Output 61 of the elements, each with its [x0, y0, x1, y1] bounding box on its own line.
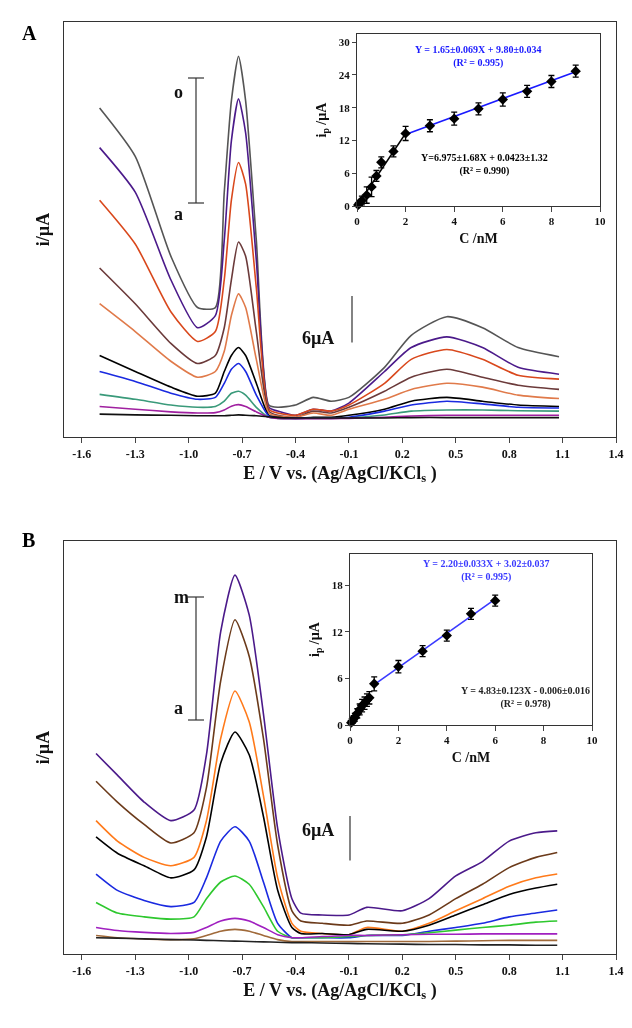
y-tick-label: 12 — [338, 134, 351, 147]
x-tick-label: -0.7 — [232, 963, 252, 978]
x-tick-label: 2 — [402, 215, 409, 228]
x-tick-label: 0.5 — [448, 963, 464, 978]
x-tick-label: 2 — [395, 734, 402, 747]
annotation: a — [174, 698, 183, 718]
x-tick-label: 10 — [594, 215, 606, 228]
x-axis-title: E / V vs. (Ag/AgCl/KCl$_{s}$ ) — [243, 462, 437, 486]
x-axis-title: C /nM — [459, 230, 498, 246]
x-tick-label: -0.4 — [285, 963, 305, 978]
x-tick-label: 1.1 — [555, 963, 571, 978]
x-axis-title: C /nM — [451, 749, 491, 765]
y-tick-label: 6 — [337, 672, 344, 685]
x-tick-label: -0.1 — [339, 446, 359, 461]
y-tick-label: 6 — [344, 167, 351, 180]
x-tick-label: -1.3 — [125, 446, 145, 461]
y-tick-label: 0 — [337, 718, 344, 731]
x-tick-label: 0.5 — [448, 446, 464, 461]
x-tick-label: 0 — [354, 215, 361, 228]
x-tick-label: 4 — [444, 734, 451, 747]
y-tick-label: 0 — [344, 199, 351, 212]
x-tick-label: -1.0 — [179, 446, 199, 461]
x-tick-label: 1.1 — [555, 446, 571, 461]
annotation: o — [174, 82, 183, 102]
y-tick-label: 18 — [338, 101, 351, 114]
y-tick-label: 30 — [338, 36, 351, 49]
y-tick-label: 12 — [331, 625, 344, 638]
x-tick-label: -0.7 — [232, 446, 252, 461]
x-tick-label: 4 — [451, 215, 458, 228]
x-tick-label: 0.8 — [501, 446, 517, 461]
y-tick-label: 24 — [338, 68, 351, 81]
x-tick-label: -1.0 — [179, 963, 199, 978]
x-tick-label: -1.3 — [125, 963, 145, 978]
annotation: 6µA — [302, 328, 335, 348]
x-tick-label: 8 — [540, 734, 547, 747]
x-tick-label: 1.4 — [608, 446, 624, 461]
x-tick-label: 0.2 — [394, 963, 410, 978]
y-axis-title: i/µA — [33, 730, 54, 765]
annotation: 6µA — [302, 820, 335, 840]
annotation: Y = 4.83±0.123X - 0.006±0.016 (R² = 0.978) — [461, 685, 591, 710]
x-tick-label: -0.1 — [339, 963, 359, 978]
x-tick-label: 0.2 — [394, 446, 410, 461]
annotation: a — [174, 204, 183, 224]
chart-title: B — [22, 529, 36, 551]
annotation: m — [174, 587, 189, 607]
y-axis-title: i/µA — [33, 212, 54, 247]
x-axis-title: E / V vs. (Ag/AgCl/KCl$_{s}$ ) — [243, 979, 437, 1003]
y-tick-label: 18 — [331, 578, 344, 591]
x-tick-label: -1.6 — [72, 963, 92, 978]
x-tick-label: 6 — [500, 215, 507, 228]
x-tick-label: 6 — [492, 734, 499, 747]
x-tick-label: 8 — [548, 215, 555, 228]
x-tick-label: 0.8 — [501, 963, 517, 978]
series-label: Y = 1.65±0.069X + 9.80±0.034 (R² = 0.995) — [415, 44, 542, 69]
text: Y=6.975±1.68X + 0.0423±1.32 (R² = 0.990) — [421, 152, 548, 177]
x-tick-label: 10 — [586, 734, 598, 747]
x-tick-label: -0.4 — [285, 446, 305, 461]
chart-title: A — [22, 22, 37, 44]
x-tick-label: -1.6 — [72, 446, 92, 461]
x-tick-label: 1.4 — [608, 963, 624, 978]
text: Y = 2.20±0.033X + 3.02±0.037 (R² = 0.995) — [423, 558, 550, 583]
